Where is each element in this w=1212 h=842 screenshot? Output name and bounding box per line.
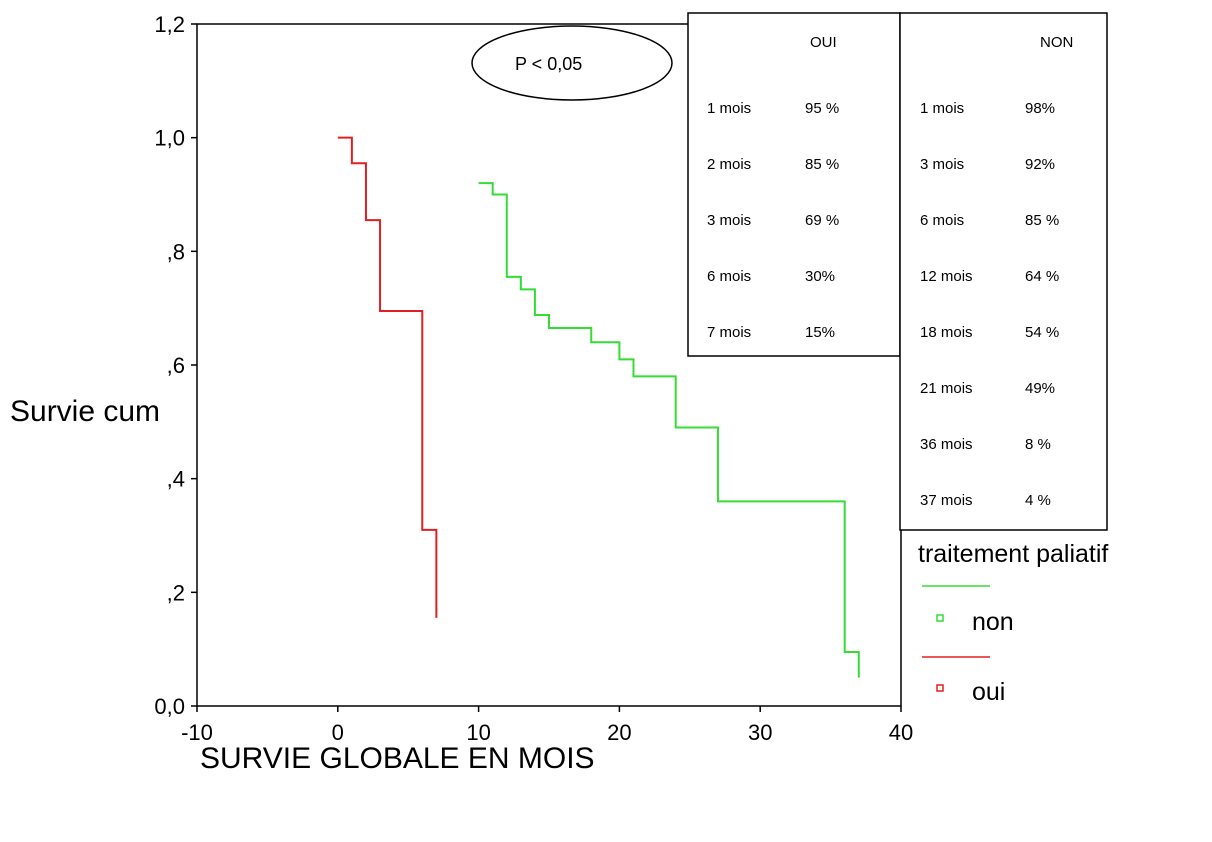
y-tick-label: 0,0: [154, 694, 185, 719]
table-cell-period: 6 mois: [920, 212, 964, 229]
table-cell-period: 6 mois: [707, 268, 751, 285]
table-cell-rate: 95 %: [805, 100, 839, 117]
y-tick-label: 1,0: [154, 126, 185, 151]
legend-marker-oui: [936, 684, 944, 692]
table-cell-rate: 69 %: [805, 212, 839, 229]
legend: traitement paliatif non oui: [918, 540, 1108, 706]
table-cell-rate: 15%: [805, 324, 835, 341]
y-tick-label: ,4: [167, 467, 185, 492]
y-tick-label: 1,2: [154, 12, 185, 37]
table-cell-period: 1 mois: [920, 100, 964, 117]
table-cell-rate: 8 %: [1025, 436, 1051, 453]
table-non: NON 1 mois 98% 3 mois 92% 6 mois 85 % 12 mois 64…: [899, 12, 1108, 531]
table-header: NON: [1040, 34, 1073, 51]
x-tick-label: 40: [889, 720, 913, 745]
p-value-annotation: P < 0,05: [471, 25, 673, 101]
x-axis-label: SURVIE GLOBALE EN MOIS: [200, 742, 595, 775]
x-tick-label: 30: [748, 720, 772, 745]
table-cell-rate: 4 %: [1025, 492, 1051, 509]
table-header: OUI: [810, 34, 837, 51]
table-cell-rate: 92%: [1025, 156, 1055, 173]
table-cell-period: 3 mois: [920, 156, 964, 173]
table-border: [899, 12, 1108, 531]
table-cell-rate: 54 %: [1025, 324, 1059, 341]
p-value-text: P < 0,05: [515, 54, 582, 74]
table-cell-period: 37 mois: [920, 492, 973, 509]
series-line-non: [478, 182, 860, 678]
legend-marker-non: [936, 614, 944, 622]
y-axis-ticks: 0,0 ,2 ,4 ,6 ,8 1,0 1,2: [154, 12, 197, 719]
x-tick-label: 10: [466, 720, 490, 745]
table-cell-rate: 30%: [805, 268, 835, 285]
table-border: [687, 12, 901, 357]
x-tick-label: 0: [332, 720, 344, 745]
x-axis-ticks: -10 0 10 20 30 40: [181, 706, 913, 745]
y-tick-label: ,6: [167, 353, 185, 378]
series-line-oui: [337, 136, 438, 618]
table-cell-period: 2 mois: [707, 156, 751, 173]
y-tick-label: ,2: [167, 580, 185, 605]
legend-title: traitement paliatif: [918, 540, 1108, 568]
table-cell-rate: 49%: [1025, 380, 1055, 397]
table-cell-period: 36 mois: [920, 436, 973, 453]
table-cell-rate: 64 %: [1025, 268, 1059, 285]
legend-label-oui: oui: [972, 678, 1005, 706]
table-oui: OUI 1 mois 95 % 2 mois 85 % 3 mois 69 % 6 mois 3…: [687, 12, 901, 357]
table-cell-rate: 98%: [1025, 100, 1055, 117]
y-axis-label: Survie cum: [10, 395, 160, 428]
p-value-ellipse: [471, 25, 673, 101]
table-cell-rate: 85 %: [1025, 212, 1059, 229]
table-cell-period: 1 mois: [707, 100, 751, 117]
table-cell-rate: 85 %: [805, 156, 839, 173]
table-cell-period: 18 mois: [920, 324, 973, 341]
y-tick-label: ,8: [167, 239, 185, 264]
x-tick-label: 20: [607, 720, 631, 745]
table-cell-period: 21 mois: [920, 380, 973, 397]
x-tick-label: -10: [181, 720, 213, 745]
series-layer: [337, 136, 860, 678]
table-cell-period: 12 mois: [920, 268, 973, 285]
table-cell-period: 3 mois: [707, 212, 751, 229]
legend-label-non: non: [972, 608, 1014, 636]
table-cell-period: 7 mois: [707, 324, 751, 341]
